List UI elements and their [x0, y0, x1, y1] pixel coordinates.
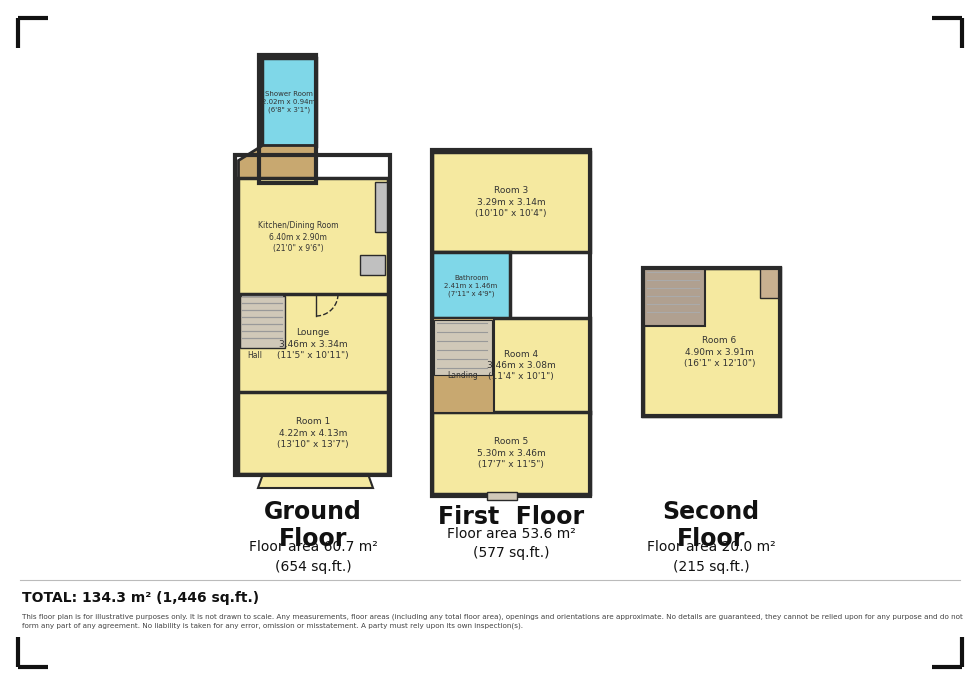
- Bar: [643, 268, 705, 326]
- Text: Bathroom
2.41m x 1.46m
(7'11" x 4'9"): Bathroom 2.41m x 1.46m (7'11" x 4'9"): [444, 275, 498, 297]
- Text: Room 5
5.30m x 3.46m
(17'7" x 11'5"): Room 5 5.30m x 3.46m (17'7" x 11'5"): [476, 437, 546, 469]
- Text: This floor plan is for illustrative purposes only. It is not drawn to scale. Any: This floor plan is for illustrative purp…: [22, 613, 963, 629]
- Bar: [375, 182, 387, 232]
- Text: Room 3
3.29m x 3.14m
(10'10" x 10'4"): Room 3 3.29m x 3.14m (10'10" x 10'4"): [475, 186, 547, 218]
- Text: Room 6
4.90m x 3.91m
(16'1" x 12'10"): Room 6 4.90m x 3.91m (16'1" x 12'10"): [684, 336, 756, 368]
- Text: Room 4
3.46m x 3.08m
(11'4" x 10'1"): Room 4 3.46m x 3.08m (11'4" x 10'1"): [487, 349, 556, 382]
- Text: Shower Room
2.02m x 0.94m
(6'8" x 3'1"): Shower Room 2.02m x 0.94m (6'8" x 3'1"): [263, 91, 316, 113]
- Text: TOTAL: 134.3 m² (1,446 sq.ft.): TOTAL: 134.3 m² (1,446 sq.ft.): [22, 591, 259, 605]
- Polygon shape: [258, 474, 373, 488]
- Bar: [760, 268, 780, 298]
- Bar: [487, 492, 517, 500]
- Bar: [360, 255, 385, 275]
- Text: First  Floor: First Floor: [438, 505, 584, 529]
- Bar: [643, 268, 780, 416]
- Text: Floor area 53.6 m²
(577 sq.ft.): Floor area 53.6 m² (577 sq.ft.): [447, 527, 575, 560]
- Bar: [432, 318, 494, 413]
- Polygon shape: [238, 145, 316, 178]
- Bar: [240, 296, 285, 348]
- Text: Room 1
4.22m x 4.13m
(13'10" x 13'7"): Room 1 4.22m x 4.13m (13'10" x 13'7"): [277, 417, 349, 449]
- Text: Ground
Floor: Ground Floor: [264, 500, 362, 551]
- Bar: [434, 320, 492, 375]
- Text: Landing: Landing: [448, 371, 478, 380]
- Bar: [235, 155, 390, 475]
- Text: Kitchen/Dining Room
6.40m x 2.90m
(21'0" x 9'6"): Kitchen/Dining Room 6.40m x 2.90m (21'0"…: [258, 221, 338, 253]
- Text: Hall: Hall: [247, 351, 262, 360]
- Bar: [432, 412, 590, 494]
- Bar: [432, 150, 590, 496]
- Bar: [643, 268, 780, 416]
- Bar: [262, 58, 316, 146]
- Text: Floor area 20.0 m²
(215 sq.ft.): Floor area 20.0 m² (215 sq.ft.): [647, 540, 775, 573]
- Bar: [432, 318, 590, 413]
- Bar: [238, 178, 388, 296]
- Text: Second
Floor: Second Floor: [662, 500, 760, 551]
- Text: Lounge
3.46m x 3.34m
(11'5" x 10'11"): Lounge 3.46m x 3.34m (11'5" x 10'11"): [277, 328, 349, 360]
- Bar: [238, 294, 388, 394]
- Bar: [432, 252, 510, 320]
- Text: Floor area 60.7 m²
(654 sq.ft.): Floor area 60.7 m² (654 sq.ft.): [249, 540, 377, 573]
- Bar: [259, 55, 316, 183]
- Bar: [238, 392, 388, 474]
- Bar: [432, 152, 590, 252]
